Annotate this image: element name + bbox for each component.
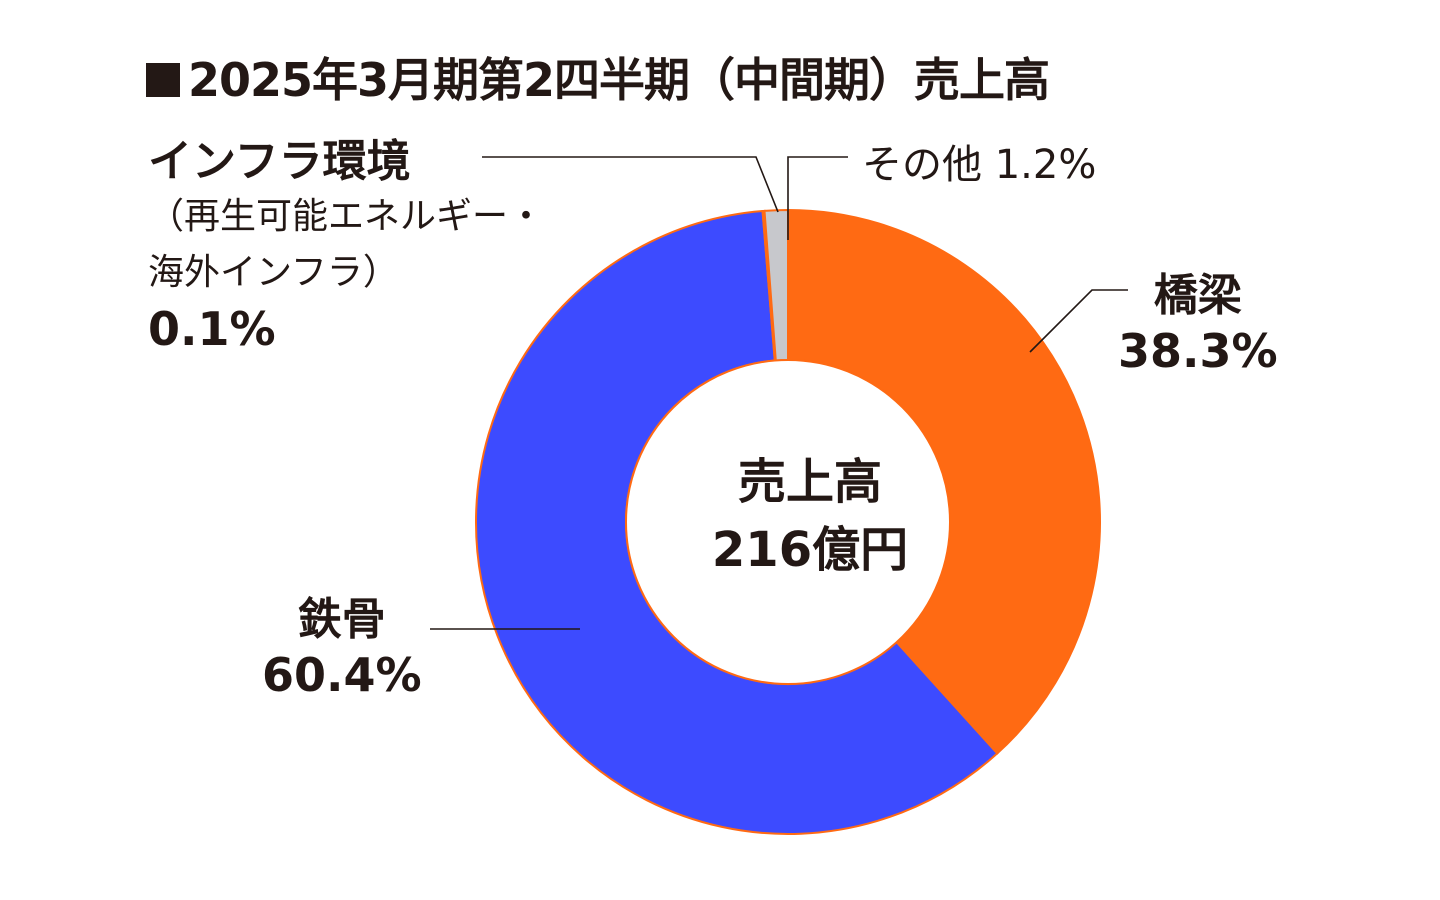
- title-square-icon: [146, 63, 180, 97]
- donut-slices: [475, 208, 1101, 835]
- label-bridge-name: 橋梁: [1153, 270, 1242, 321]
- chart-title: 2025年3月期第2四半期（中間期）売上高: [146, 44, 1050, 110]
- label-steel-name: 鉄骨: [297, 594, 386, 645]
- leader-lines: [430, 156, 1128, 630]
- label-infra-note-2: 海外インフラ）: [148, 251, 399, 293]
- label-steel-pct: 60.4%: [262, 648, 422, 702]
- label-infra-name: インフラ環境: [148, 136, 411, 187]
- label-infra-note-1: （再生可能エネルギー・: [148, 196, 545, 237]
- center-label: 売上高 216億円: [660, 448, 960, 584]
- label-bridge: 橋梁 38.3%: [1118, 268, 1278, 381]
- center-label-value: 216億円: [711, 522, 909, 579]
- donut-hole: [625, 359, 951, 685]
- leader-line-other: [787, 156, 848, 240]
- chart-title-text: 2025年3月期第2四半期（中間期）売上高: [188, 53, 1050, 107]
- leader-line-bridge: [1029, 289, 1128, 353]
- label-other-text: その他 1.2%: [862, 142, 1097, 188]
- label-infra-pct: 0.1%: [148, 301, 276, 356]
- label-other: その他 1.2%: [862, 140, 1096, 190]
- label-steel: 鉄骨 60.4%: [262, 592, 422, 705]
- label-bridge-pct: 38.3%: [1118, 324, 1278, 378]
- center-label-title: 売上高: [737, 454, 882, 510]
- leader-line-infra: [482, 156, 779, 213]
- label-infra: インフラ環境 （再生可能エネルギー・ 海外インフラ） 0.1%: [148, 134, 544, 358]
